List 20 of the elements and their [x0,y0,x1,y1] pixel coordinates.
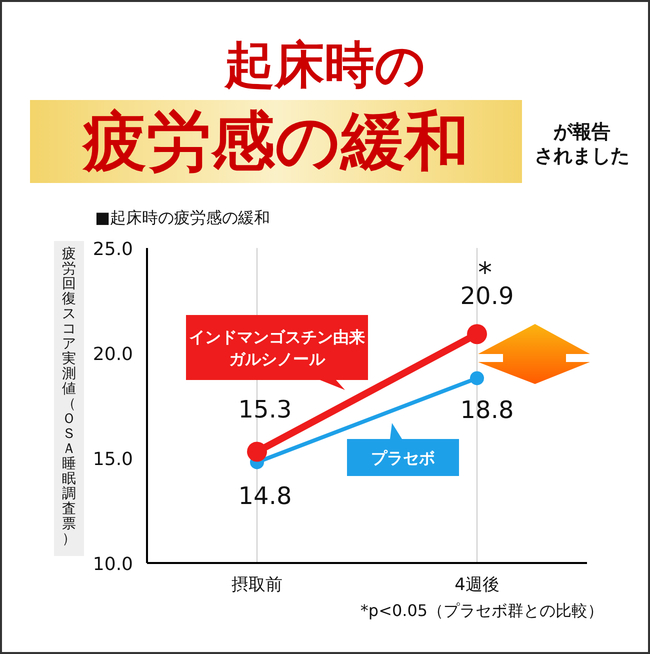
data-label: 14.8 [238,482,292,510]
chart-subtitle: 疲労感の緩和 [81,105,469,179]
y-tick-label: 15.0 [92,449,133,470]
chart-title: 起床時の [224,36,426,94]
point [467,324,487,344]
x-tick-label: 4週後 [454,575,500,595]
y-tick-label: 10.0 [92,554,133,575]
legend-label: プラセボ [371,448,435,468]
data-label: 15.3 [238,396,292,424]
text: が報告されました [534,121,630,167]
point [470,371,484,386]
data-label: 18.8 [460,396,514,424]
x-tick-label: 摂取前 [232,575,282,595]
text: *p<0.05（プラセボ群との比較） [360,601,604,620]
text: ■起床時の疲労感の緩和 [95,208,270,227]
series-label: インドマンゴスチン由来ガルシノール [189,328,365,368]
text: 疲労回復スコア実測値（ＯＳＡ睡眠調査票） [62,246,76,547]
point [247,442,267,462]
y-tick-label: 25.0 [92,239,133,260]
y-tick-label: 20.0 [92,344,133,365]
